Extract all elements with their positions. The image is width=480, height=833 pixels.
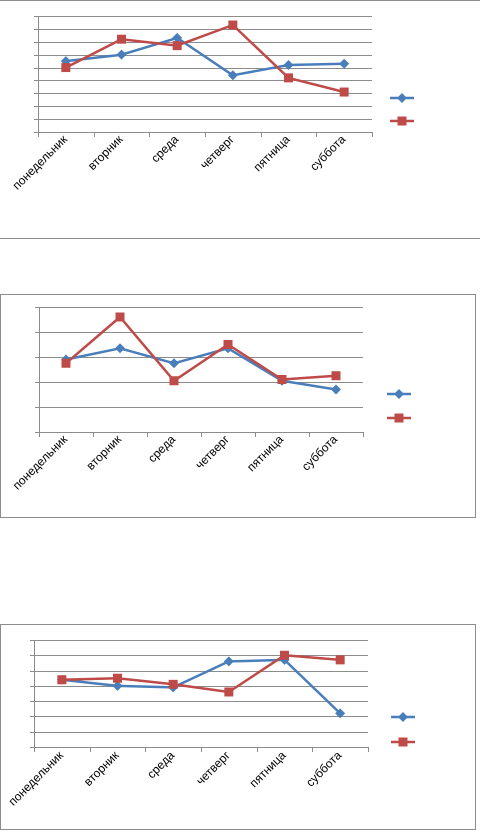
series-2-point (339, 87, 349, 97)
x-tick-label: вторник (84, 432, 125, 473)
x-tick-label: суббота (299, 432, 340, 473)
x-tick-label: понедельник (10, 432, 71, 493)
series-2-point (115, 312, 125, 322)
series-1-point (116, 49, 127, 60)
series-1-point (223, 656, 234, 667)
legend-series-1-marker (397, 93, 407, 103)
series-1-point (172, 32, 183, 43)
series-2-line (61, 654, 341, 694)
legend-series-2-marker (398, 737, 408, 747)
series-1-line (61, 658, 342, 715)
x-tick-label: среда (145, 432, 178, 465)
series-2-point (57, 675, 67, 685)
x-tick-label: суббота (303, 748, 344, 789)
series-1-point (331, 384, 341, 395)
series-2-point (169, 376, 179, 386)
series-1-point (335, 708, 346, 719)
legend-series-1-marker (394, 389, 404, 399)
x-tick-label: пятница (247, 748, 289, 790)
series-2-point (168, 679, 178, 689)
series-1-point (283, 59, 294, 70)
series-2-line (65, 315, 337, 383)
chart-1: понедельник вторник среда четверг пятница суб… (0, 0, 480, 239)
legend-series-2-marker (394, 413, 404, 423)
x-tick-label: среда (144, 748, 177, 781)
x-tick-label: вторник (81, 748, 122, 789)
series-2-point (61, 63, 71, 73)
legend-series-2-marker (397, 116, 407, 126)
x-tick-label: четверг (193, 432, 233, 472)
series-2-point (172, 41, 182, 51)
series-2-point (223, 340, 233, 349)
chart-2: понедельник вторник среда четверг пятница суб… (0, 294, 476, 518)
chart-2-svg: понедельник вторник среда четверг пятница суб… (10, 307, 411, 493)
series-2-point (331, 371, 341, 381)
series-2-point (277, 375, 287, 384)
series-1-point (169, 358, 179, 369)
series-2-point (117, 34, 126, 44)
series-2-point (61, 358, 71, 368)
series-1-point (339, 58, 350, 69)
x-tick-label: среда (148, 132, 181, 165)
chart-1-svg: понедельник вторник среда четверг пятница суб… (10, 16, 414, 193)
series-2-point (113, 673, 122, 683)
series-2-point (228, 20, 238, 30)
series-1-line (65, 347, 337, 391)
series-1-line (65, 36, 345, 77)
legend-series-1-marker (398, 712, 408, 722)
series-1-point (227, 70, 238, 81)
x-tick-label: вторник (85, 132, 126, 173)
series-2-point (335, 655, 345, 665)
x-tick-label: четверг (197, 132, 237, 172)
series-2-line (65, 23, 345, 94)
chart-3: понедельник вторник среда четверг пятница суб… (0, 624, 476, 830)
x-tick-label: пятница (251, 132, 293, 174)
x-tick-label: четверг (193, 748, 233, 788)
x-tick-label: суббота (307, 132, 348, 173)
x-tick-label: понедельник (6, 748, 67, 809)
series-2-point (224, 687, 234, 697)
series-1-point (112, 680, 123, 691)
x-tick-label: пятница (244, 432, 286, 474)
series-1-point (115, 343, 125, 354)
series-1-point (60, 56, 71, 67)
chart-3-svg: понедельник вторник среда четверг пятница суб… (6, 640, 415, 809)
x-tick-label: понедельник (10, 132, 71, 193)
series-2-point (284, 73, 293, 83)
series-2-point (280, 650, 289, 660)
